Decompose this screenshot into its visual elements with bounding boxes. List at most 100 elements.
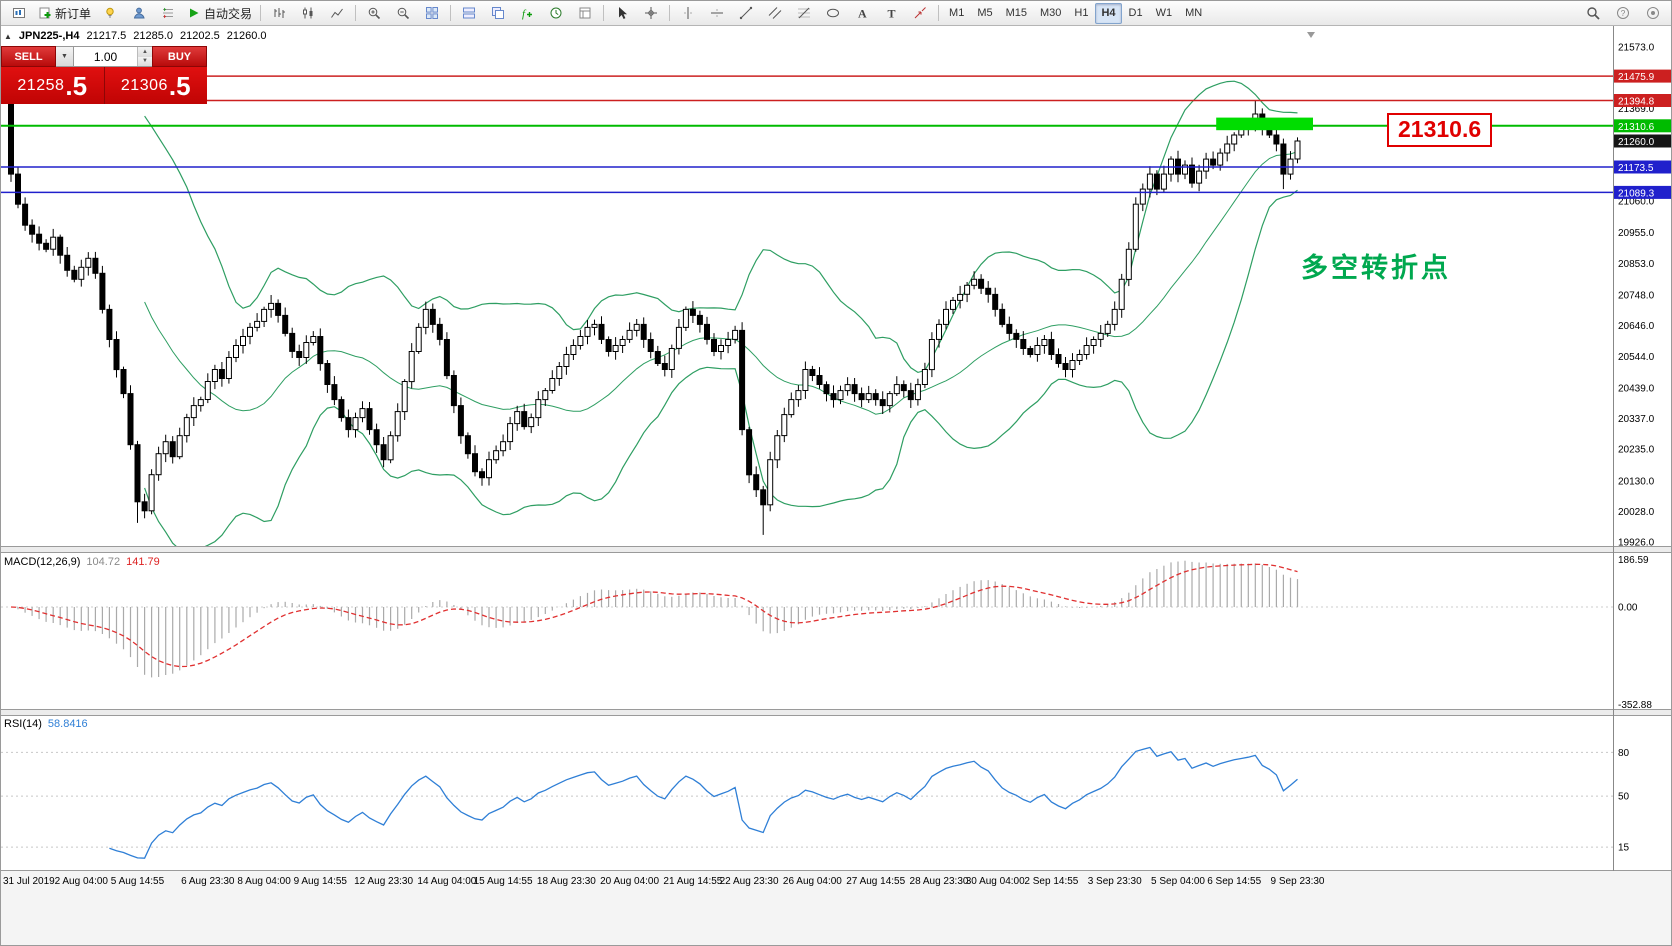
help-icon: ? [1616,6,1630,20]
chart-area: 186.59 0.00 -352.88 80 50 15 31 Jul 2019 2 Aug … [1,26,1672,946]
chart-line-button[interactable] [323,2,351,24]
alerts-button[interactable] [96,2,124,24]
text-label-button[interactable]: T [877,2,905,24]
timeframe-m1[interactable]: M1 [949,7,965,19]
volume-input[interactable] [74,47,137,66]
text-button[interactable]: A [848,2,876,24]
shapes-icon [826,6,840,20]
volume-down-icon[interactable]: ▼ [138,56,152,66]
chart-shift-marker[interactable] [1307,32,1315,38]
new-chart-button[interactable] [5,2,33,24]
crosshair-button[interactable] [637,2,665,24]
svg-text:6 Aug 23:30: 6 Aug 23:30 [181,876,235,887]
ohlc-close: 21260.0 [226,30,267,42]
cascade-windows-button[interactable] [484,2,512,24]
one-click-toggle[interactable]: ▲ [4,31,12,41]
current-price-badge: 21260.0 [1614,134,1671,148]
svg-text:50: 50 [1618,792,1630,803]
svg-text:28 Aug 23:30: 28 Aug 23:30 [910,876,969,887]
toolbar: 新订单 自动交易 f A T M1 M5 M15 M30 H1 H4 D1 W1 MN? [1,1,1671,26]
toolbar-separator [938,5,940,21]
bollinger-upper-band [144,80,1298,374]
text-icon: A [855,6,869,21]
sell-price-button[interactable]: 21258 .5 [1,67,105,104]
trend-line-button[interactable] [732,2,760,24]
timeframe-d1[interactable]: D1 [1128,7,1143,19]
equidistant-channel-button[interactable] [761,2,789,24]
timeframe-h1[interactable]: H1 [1074,7,1089,19]
crosshair-icon [644,6,658,20]
svg-text:21475.9: 21475.9 [1618,72,1655,83]
community-button[interactable] [1639,2,1667,24]
svg-text:21369.0: 21369.0 [1618,104,1655,115]
svg-text:20646.0: 20646.0 [1618,321,1655,332]
zoom-out-button[interactable] [389,2,417,24]
volume-up-icon[interactable]: ▲ [138,47,152,57]
horizontal-line-button[interactable] [703,2,731,24]
autotrading-button[interactable]: 自动交易 [183,2,256,24]
time-axis[interactable]: 31 Jul 2019 2 Aug 04:00 5 Aug 14:55 6 Aug 2… [1,870,1672,946]
svg-text:21260.0: 21260.0 [1618,137,1655,148]
svg-text:80: 80 [1618,748,1630,759]
svg-text:26 Aug 04:00: 26 Aug 04:00 [783,876,842,887]
profiles-button[interactable] [125,2,153,24]
volume-stepper: ▲ ▼ [137,47,152,66]
help-button[interactable]: ? [1609,2,1637,24]
volume-dropdown[interactable]: ▼ [56,46,74,67]
timeframe-m15[interactable]: M15 [1005,7,1027,19]
chart-canvas[interactable]: 186.59 0.00 -352.88 80 50 15 31 Jul 2019 2 Aug … [1,26,1672,946]
highlight-zone[interactable] [1216,117,1313,131]
panel-divider[interactable] [1,709,1672,716]
new-order-button[interactable]: 新订单 [34,2,95,24]
chart-candles-button[interactable] [294,2,322,24]
panel-divider[interactable] [1,546,1672,553]
arrange-windows-button[interactable] [455,2,483,24]
price-line-badge: 21394.8 [1614,94,1671,108]
sell-button[interactable]: SELL [1,46,56,67]
chart-bars-button[interactable] [265,2,293,24]
timeframe-m30[interactable]: M30 [1040,7,1062,19]
timeframe-m5[interactable]: M5 [977,7,993,19]
market-watch-button[interactable] [154,2,182,24]
price-line-badge: 21475.9 [1614,69,1671,83]
tile-windows-button[interactable] [418,2,446,24]
toolbar-separator [669,5,671,21]
periods-button[interactable] [542,2,570,24]
arrows-icon [913,6,927,20]
svg-text:20130.0: 20130.0 [1618,476,1655,487]
shapes-button[interactable] [819,2,847,24]
indicators-button[interactable]: f [513,2,541,24]
svg-text:21060.0: 21060.0 [1618,197,1655,208]
cursor-button[interactable] [608,2,636,24]
timeframe-mn[interactable]: MN [1185,7,1203,19]
arrows-button[interactable] [906,2,934,24]
svg-text:21573.0: 21573.0 [1618,42,1655,53]
rsi-indicator-label: RSI(14) 58.8416 [4,718,88,730]
buy-price-button[interactable]: 21306 .5 [104,67,207,104]
timeframe-h4[interactable]: H4 [1095,2,1122,24]
turning-point-text[interactable]: 多空转折点 [1301,253,1451,283]
bollinger-lower-band [144,189,1298,553]
svg-text:31 Jul 2019: 31 Jul 2019 [3,876,55,887]
svg-text:21173.5: 21173.5 [1618,163,1654,174]
svg-text:5 Sep 04:00: 5 Sep 04:00 [1151,876,1205,887]
macd-indicator-label: MACD(12,26,9) 104.72 141.79 [4,556,160,568]
search-icon [1586,6,1600,20]
buy-button[interactable]: BUY [152,46,207,67]
cascade-windows-icon [491,6,505,20]
autotrading-label: 自动交易 [204,6,253,21]
price-axis[interactable]: 21573.021369.021164.021060.020955.020853… [1613,26,1672,871]
svg-text:2 Aug 04:00: 2 Aug 04:00 [55,876,109,887]
rsi-line [109,746,1298,859]
svg-text:20955.0: 20955.0 [1618,228,1655,239]
search-button[interactable] [1579,2,1607,24]
price-callout-box[interactable]: 21310.6 [1387,113,1493,147]
zoom-in-button[interactable] [360,2,388,24]
fibonacci-button[interactable] [790,2,818,24]
templates-button[interactable] [571,2,599,24]
timeframe-w1[interactable]: W1 [1155,7,1173,19]
indicators-icon: f [520,6,534,20]
main-panel [1,32,1613,553]
vertical-line-button[interactable] [674,2,702,24]
